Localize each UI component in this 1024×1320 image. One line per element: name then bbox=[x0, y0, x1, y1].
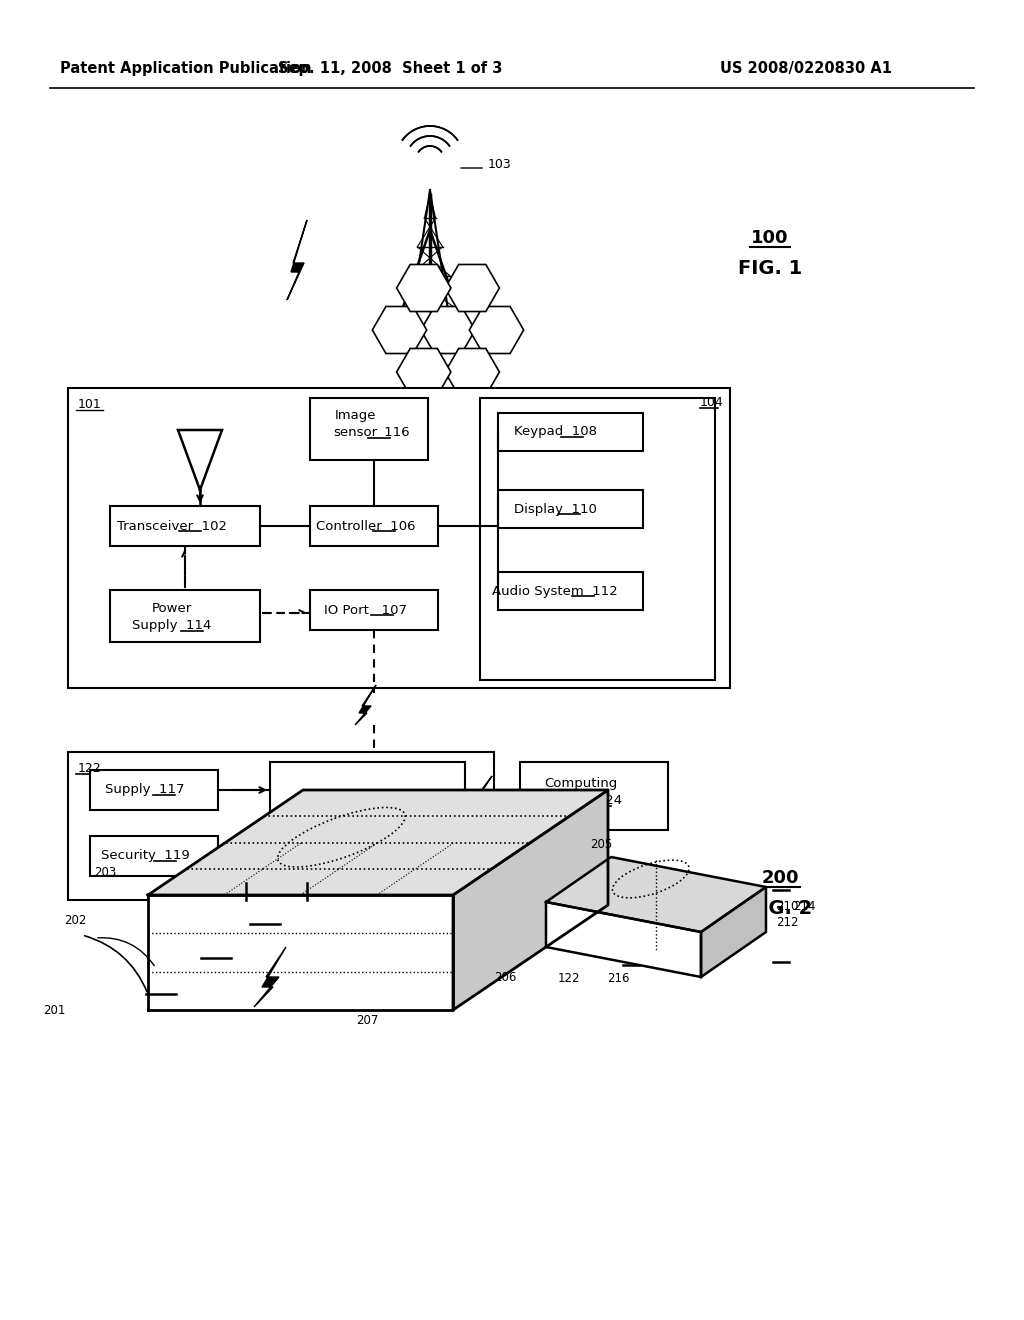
Polygon shape bbox=[701, 887, 766, 977]
Text: Security  119: Security 119 bbox=[100, 850, 189, 862]
Text: Display  110: Display 110 bbox=[514, 503, 596, 516]
Polygon shape bbox=[355, 685, 376, 725]
Text: Audio System  112: Audio System 112 bbox=[493, 585, 617, 598]
Text: 210: 210 bbox=[776, 900, 799, 913]
Text: 216: 216 bbox=[607, 973, 630, 986]
Text: HDD   118: HDD 118 bbox=[304, 793, 376, 807]
Bar bbox=[90, 836, 218, 876]
Text: Supply  117: Supply 117 bbox=[105, 784, 184, 796]
Text: IO Port   107: IO Port 107 bbox=[325, 603, 408, 616]
Text: 212: 212 bbox=[776, 916, 799, 928]
Text: 122: 122 bbox=[78, 762, 101, 775]
Text: 200: 200 bbox=[761, 869, 799, 887]
Text: 204: 204 bbox=[397, 845, 419, 858]
Bar bbox=[270, 762, 465, 890]
Polygon shape bbox=[453, 789, 608, 1010]
Text: 214: 214 bbox=[793, 900, 815, 913]
Text: 205: 205 bbox=[591, 837, 612, 850]
Bar bbox=[68, 388, 730, 688]
Text: 203: 203 bbox=[94, 866, 116, 879]
Text: sensor: sensor bbox=[333, 426, 377, 440]
Text: Image: Image bbox=[334, 409, 376, 422]
Text: 116: 116 bbox=[380, 426, 410, 440]
Text: 201: 201 bbox=[43, 1003, 65, 1016]
Polygon shape bbox=[148, 789, 608, 895]
Text: Transceiver  102: Transceiver 102 bbox=[117, 520, 227, 532]
Polygon shape bbox=[148, 895, 453, 1010]
Text: 103: 103 bbox=[488, 158, 512, 172]
Text: 101: 101 bbox=[78, 397, 101, 411]
Text: 121: 121 bbox=[510, 846, 534, 858]
Text: FIG. 1: FIG. 1 bbox=[738, 259, 802, 277]
Text: Power: Power bbox=[152, 602, 193, 615]
Text: Computing: Computing bbox=[545, 777, 617, 791]
Bar bbox=[110, 506, 260, 546]
Polygon shape bbox=[287, 220, 307, 300]
Polygon shape bbox=[254, 946, 286, 1007]
Text: 206: 206 bbox=[494, 972, 516, 983]
Text: FIG. 2: FIG. 2 bbox=[748, 899, 812, 917]
Text: Controller  106: Controller 106 bbox=[316, 520, 416, 532]
Bar bbox=[498, 572, 643, 610]
Bar bbox=[480, 399, 715, 680]
Text: Wireless Intf 120: Wireless Intf 120 bbox=[292, 841, 404, 854]
Text: 104: 104 bbox=[700, 396, 724, 409]
Bar bbox=[270, 822, 465, 873]
Text: 122: 122 bbox=[558, 973, 581, 986]
Text: US 2008/0220830 A1: US 2008/0220830 A1 bbox=[720, 61, 892, 75]
Bar bbox=[90, 770, 218, 810]
Text: 207: 207 bbox=[356, 1014, 379, 1027]
Bar bbox=[520, 762, 668, 830]
Bar bbox=[68, 752, 494, 900]
Text: 100: 100 bbox=[752, 228, 788, 247]
Bar bbox=[310, 506, 438, 546]
Bar bbox=[498, 413, 643, 451]
Bar bbox=[110, 590, 260, 642]
Bar bbox=[498, 490, 643, 528]
Text: 202: 202 bbox=[63, 913, 86, 927]
Text: Sep. 11, 2008  Sheet 1 of 3: Sep. 11, 2008 Sheet 1 of 3 bbox=[278, 61, 502, 75]
Text: Supply  114: Supply 114 bbox=[132, 619, 212, 632]
Text: Patent Application Publication: Patent Application Publication bbox=[60, 61, 311, 75]
Bar bbox=[310, 590, 438, 630]
Polygon shape bbox=[546, 902, 701, 977]
Text: Keypad  108: Keypad 108 bbox=[513, 425, 597, 438]
Polygon shape bbox=[472, 776, 492, 808]
Polygon shape bbox=[546, 857, 766, 932]
Text: device   124: device 124 bbox=[540, 795, 622, 808]
Bar bbox=[310, 399, 428, 459]
